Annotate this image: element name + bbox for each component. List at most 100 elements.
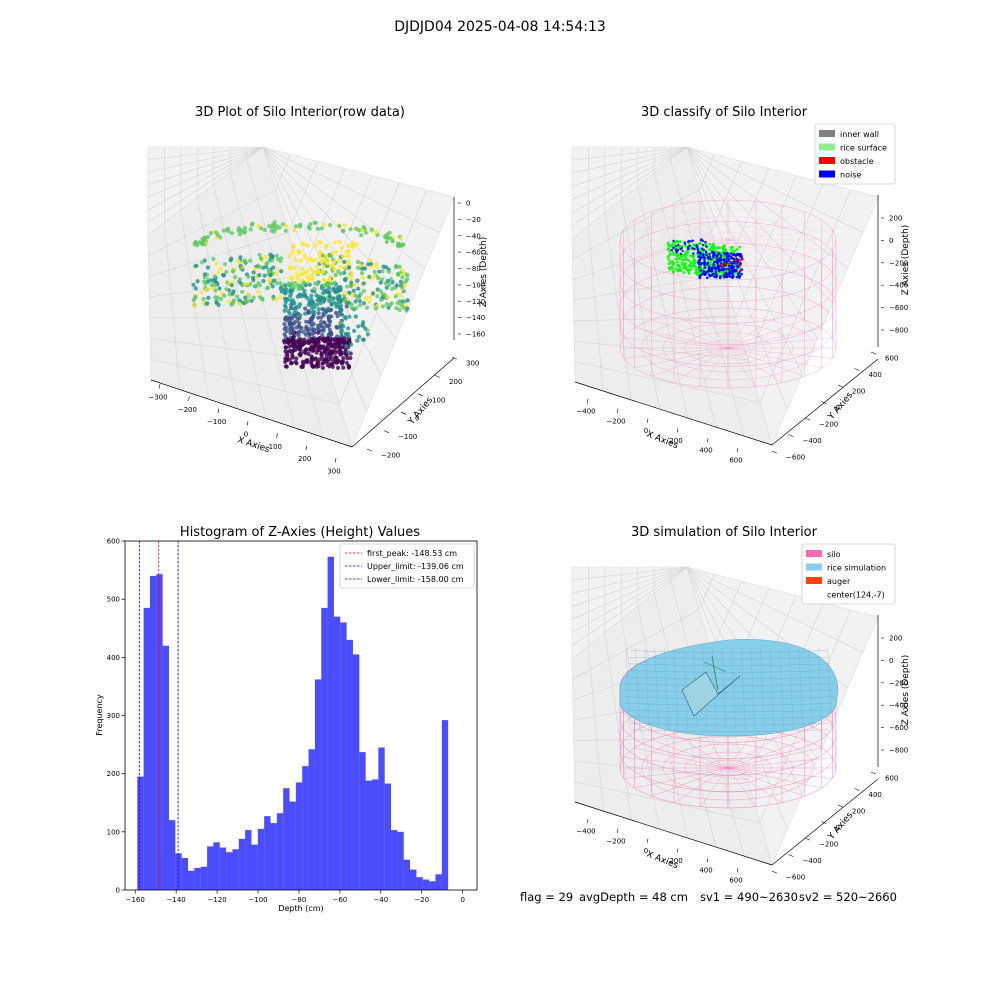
simulation-x-tick-label: 0 [644, 847, 648, 855]
classify-silo-top-ring [706, 231, 750, 249]
raw-point [298, 224, 303, 229]
raw-point [347, 290, 352, 295]
raw-y-tick-label: −200 [381, 452, 400, 460]
raw-point [229, 256, 234, 261]
simulation-silo-spoke [727, 767, 833, 779]
raw-point [229, 302, 234, 307]
rice-surface-point [682, 271, 686, 275]
noise-point [702, 253, 705, 257]
raw-point [218, 266, 223, 271]
surface-mesh-line [664, 647, 669, 731]
raw-point [298, 258, 304, 263]
grid-line [147, 146, 264, 223]
raw-point [215, 295, 220, 300]
raw-point [341, 340, 346, 345]
noise-point [713, 275, 716, 279]
noise-point [691, 239, 695, 242]
raw-point [341, 254, 346, 259]
histogram-bar [314, 679, 322, 890]
raw-x-tick-mark [276, 433, 278, 438]
raw-point [361, 320, 366, 325]
noise-point [737, 252, 741, 256]
raw-point [309, 354, 314, 359]
classify-silo-spoke [727, 313, 783, 349]
raw-y-tick-label: 100 [432, 396, 445, 404]
surface-mesh-line [624, 703, 834, 706]
raw-point [327, 285, 332, 291]
noise-point [700, 238, 703, 241]
raw-x-tick-mark [305, 445, 307, 451]
rice-surface-point [667, 247, 671, 250]
grid-line [571, 566, 688, 607]
y-axis-line [771, 778, 879, 866]
noise-point [696, 247, 699, 251]
raw-point [246, 274, 251, 279]
histogram-bar [270, 823, 277, 890]
raw-point [257, 264, 263, 270]
rice-surface-point [716, 246, 720, 250]
classify-silo-spoke [651, 239, 729, 269]
grid-line [698, 154, 715, 190]
noise-point [696, 245, 699, 249]
rice-surface-point [695, 267, 698, 270]
grid-line [604, 632, 632, 821]
raw-point [298, 313, 303, 318]
noise-point [727, 264, 731, 268]
simulation-x-tick-mark [647, 838, 649, 843]
noise-point [689, 240, 693, 243]
noise-point [703, 264, 706, 267]
raw-point [401, 242, 406, 247]
histogram-x-label: Depth (cm) [278, 904, 323, 913]
raw-point [341, 356, 346, 361]
grid-line [288, 161, 318, 233]
simulation-x-tick-mark [617, 828, 619, 834]
noise-point [724, 252, 727, 256]
raw-point [327, 323, 332, 328]
classify-silo-floor-ring [706, 339, 750, 357]
raw-point [315, 347, 321, 352]
simulation-silo-spoke [634, 767, 729, 789]
noise-point [702, 255, 705, 259]
raw-point [386, 269, 392, 274]
surface-mesh-line [673, 647, 679, 731]
raw-point [214, 261, 219, 266]
raw-point [355, 338, 360, 343]
raw-y-tick-mark [451, 356, 458, 360]
grid-line [262, 146, 426, 269]
noise-point [710, 274, 714, 277]
noise-point [730, 257, 734, 260]
legend-label: center(124,-7) [827, 591, 885, 600]
simulation-z-ticks: 200 0 −200 −400 −600 −800 [881, 635, 908, 755]
noise-point [740, 272, 743, 276]
noise-point [701, 244, 705, 247]
raw-point [314, 264, 319, 269]
raw-point [348, 284, 353, 289]
raw-point [363, 296, 368, 301]
raw-point [316, 307, 321, 312]
histogram-bar [429, 881, 436, 890]
raw-point [361, 275, 366, 281]
raw-point [253, 284, 258, 289]
raw-point [199, 290, 204, 295]
raw-point [306, 302, 311, 308]
noise-point [737, 274, 740, 278]
legend-frame [339, 543, 475, 589]
raw-point [248, 258, 253, 263]
raw-point [245, 281, 250, 287]
raw-point [264, 261, 269, 266]
simulation-x-ticks: −400 −200 0 200 400 600 [576, 818, 743, 885]
noise-point [707, 273, 711, 276]
raw-point [344, 304, 349, 309]
rice-surface-point [695, 272, 699, 276]
rice-surface-point [684, 256, 688, 260]
raw-point [367, 299, 372, 305]
classify-panel-title: 3D classify of Silo Interior [641, 105, 808, 120]
obstacle-point [728, 262, 731, 265]
simulation-x-tick-label: 200 [669, 857, 682, 865]
raw-point [274, 297, 279, 302]
raw-point [342, 259, 347, 264]
legend-label: first_peak: -148.53 cm [367, 549, 457, 558]
noise-point [722, 275, 726, 279]
noise-point [698, 251, 702, 254]
raw-point [394, 264, 399, 269]
